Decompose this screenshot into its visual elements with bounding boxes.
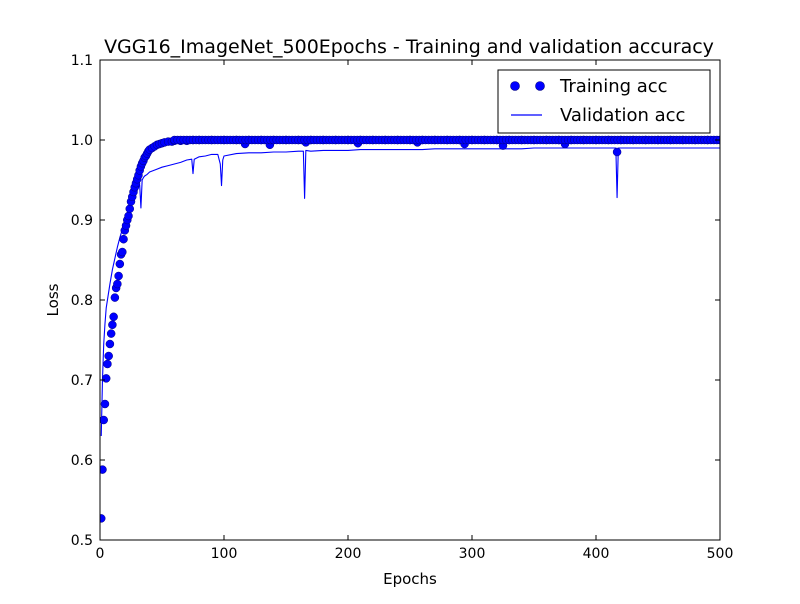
training-acc-point <box>125 204 135 214</box>
training-acc-point <box>103 359 112 369</box>
training-acc-point <box>101 374 111 383</box>
y-axis-label: Loss <box>44 283 62 316</box>
training-acc-point <box>100 514 106 523</box>
training-acc-point <box>105 339 115 349</box>
training-acc-point <box>110 293 120 302</box>
training-acc-point <box>114 271 123 281</box>
training-acc-point <box>106 329 116 338</box>
y-tick-label: 0.5 <box>71 533 93 549</box>
training-acc-point <box>109 312 118 322</box>
y-tick-label: 0.6 <box>71 453 93 469</box>
x-tick-label: 100 <box>211 546 238 562</box>
x-tick-label: 0 <box>96 546 105 562</box>
plot-area <box>99 59 721 541</box>
x-tick-label: 400 <box>583 546 610 562</box>
training-acc-point <box>104 351 113 361</box>
training-acc-point <box>100 465 107 474</box>
legend-label-training-acc: Training acc <box>559 76 668 97</box>
training-acc-point <box>100 399 110 409</box>
training-acc-point <box>118 247 127 257</box>
training-acc-point <box>100 415 108 425</box>
y-tick-label: 0.8 <box>71 293 93 309</box>
training-acc-point <box>612 147 622 157</box>
y-tick-label: 1.1 <box>71 53 93 69</box>
training-acc-point <box>119 234 128 244</box>
legend-marker-training-acc-1 <box>510 81 520 91</box>
legend: Training acc Validation acc <box>497 69 711 134</box>
x-axis-ticks: 0 100 200 300 400 500 <box>96 60 734 562</box>
y-axis-ticks: 0.5 0.6 0.7 0.8 0.9 1.0 1.1 <box>71 53 720 549</box>
y-tick-label: 0.7 <box>71 373 93 389</box>
chart-title: VGG16_ImageNet_500Epochs - Training and … <box>104 36 714 58</box>
series-layer <box>100 135 720 523</box>
training-acc-point <box>115 259 125 269</box>
x-tick-label: 500 <box>707 546 734 562</box>
training-acc-point <box>108 320 117 330</box>
y-tick-label: 1.0 <box>71 133 93 149</box>
legend-label-validation-acc: Validation acc <box>560 105 685 126</box>
legend-box <box>497 69 711 134</box>
y-tick-label: 0.9 <box>71 213 93 229</box>
x-axis-label: Epochs <box>383 570 437 588</box>
training-acc-point <box>124 211 133 221</box>
x-tick-label: 200 <box>335 546 362 562</box>
x-tick-label: 300 <box>459 546 486 562</box>
training-acc-point <box>113 279 122 289</box>
legend-marker-training-acc-2 <box>535 81 545 91</box>
